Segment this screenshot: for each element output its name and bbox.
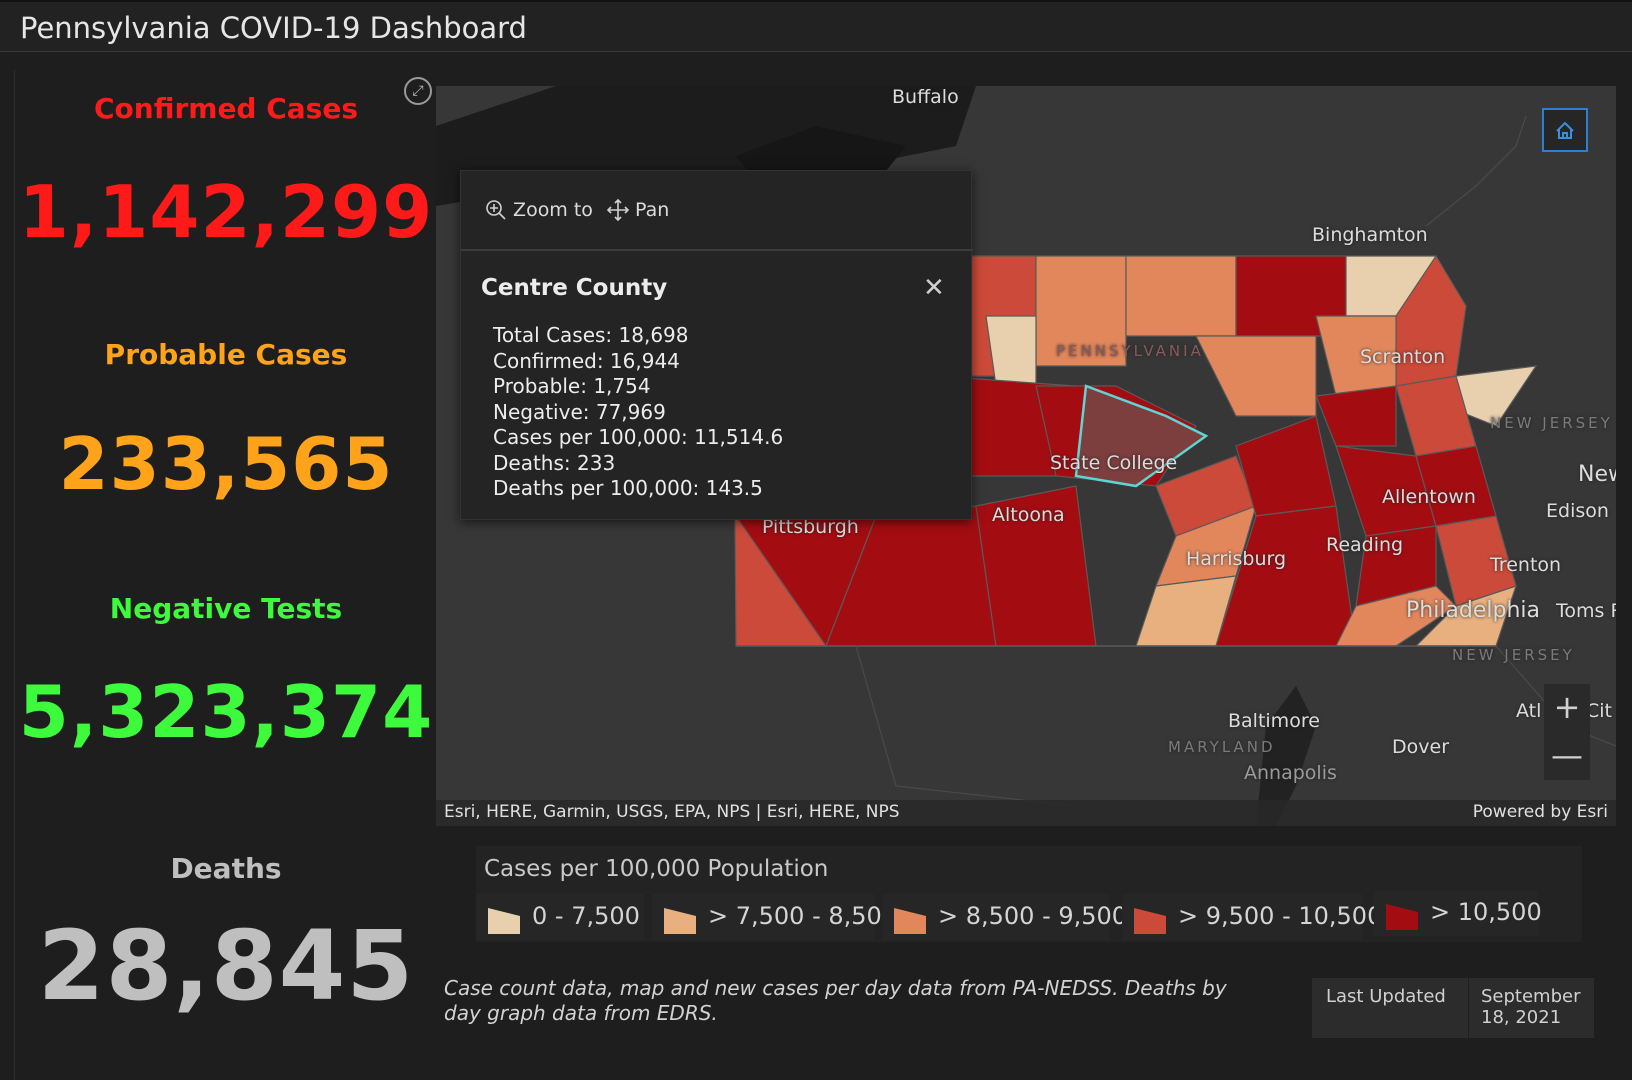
legend-label: > 8,500 - 9,500 xyxy=(938,902,1128,930)
popup-line: Deaths per 100,000: 143.5 xyxy=(493,476,763,500)
label-toms-river: Toms R xyxy=(1556,600,1616,622)
legend-title: Cases per 100,000 Population xyxy=(484,856,829,882)
county-lycoming xyxy=(1195,335,1317,417)
popup-line: Deaths: 233 xyxy=(493,450,616,475)
popup-line: Negative: 77,969 xyxy=(493,399,666,424)
deaths-label: Deaths xyxy=(170,852,282,885)
popup-line: Probable: 1,754 xyxy=(493,374,651,398)
county-popup: Zoom to Pan Centre County ✕ Total Cases:… xyxy=(460,170,973,520)
zoom-to-action[interactable]: Zoom to xyxy=(485,199,593,221)
legend-swatch xyxy=(1384,898,1420,932)
legend-swatch xyxy=(662,902,698,936)
label-altoona: Altoona xyxy=(992,504,1065,526)
legend-label: > 9,500 - 10,500 xyxy=(1178,902,1383,930)
label-pittsburgh: Pittsburgh xyxy=(762,516,859,538)
home-button[interactable] xyxy=(1542,108,1588,152)
last-updated-label: Last Updated xyxy=(1326,986,1446,1007)
label-philadelphia: Philadelphia xyxy=(1406,598,1541,623)
label-pennsylvania: PENNSYLVANIA xyxy=(1056,342,1204,360)
label-city-partial: Cit xyxy=(1586,700,1612,722)
close-icon[interactable]: ✕ xyxy=(923,273,945,303)
label-atlantic-partial: Atl xyxy=(1516,700,1542,722)
label-annapolis: Annapolis xyxy=(1244,762,1337,784)
map-legend: Cases per 100,000 Population 0 - 7,500 >… xyxy=(476,846,1582,942)
pan-label: Pan xyxy=(635,199,670,221)
powered-by-esri[interactable]: Powered by Esri xyxy=(1472,802,1608,822)
legend-swatch-shape xyxy=(894,908,926,934)
county-mckean xyxy=(1125,255,1237,337)
legend-item: > 9,500 - 10,500 xyxy=(1122,894,1382,940)
county-chester xyxy=(1335,585,1457,647)
label-new-jersey: NEW JERSEY xyxy=(1490,414,1613,432)
popup-line: Cases per 100,000: 11,514.6 xyxy=(493,425,784,449)
label-maryland: MARYLAND xyxy=(1168,738,1276,756)
legend-item: > 10,500 xyxy=(1374,890,1542,936)
chesapeake-bay xyxy=(1256,686,1316,826)
pan-action[interactable]: Pan xyxy=(606,198,670,222)
page-title: Pennsylvania COVID-19 Dashboard xyxy=(20,11,527,45)
popup-title: Centre County xyxy=(481,275,668,301)
legend-item: > 7,500 - 8,500 xyxy=(652,894,897,940)
label-trenton: Trenton xyxy=(1490,554,1562,576)
label-dover: Dover xyxy=(1392,736,1449,758)
popup-details: Total Cases: 18,698 Confirmed: 16,944 Pr… xyxy=(493,323,783,502)
stats-panel: Confirmed Cases 1,142,299 Probable Cases… xyxy=(14,70,436,1080)
legend-swatch-shape xyxy=(488,908,520,934)
label-edison: Edison xyxy=(1546,500,1609,522)
probable-cases-value: 233,565 xyxy=(58,422,394,506)
map-attribution: Esri, HERE, Garmin, USGS, EPA, NPS | Esr… xyxy=(444,802,900,822)
county-centre-selected xyxy=(1074,384,1209,488)
negative-tests-value: 5,323,374 xyxy=(18,670,434,754)
label-reading: Reading xyxy=(1326,534,1404,556)
label-baltimore: Baltimore xyxy=(1228,710,1320,732)
probable-cases-label: Probable Cases xyxy=(104,338,348,371)
legend-label: 0 - 7,500 xyxy=(532,902,640,930)
county-luzerne xyxy=(1315,385,1397,447)
last-updated-value: September 18, 2021 xyxy=(1468,978,1588,1038)
label-state-college: State College xyxy=(1050,452,1178,474)
legend-swatch-shape xyxy=(1134,908,1166,934)
data-source-note: Case count data, map and new cases per d… xyxy=(444,976,1227,1025)
legend-item: 0 - 7,500 xyxy=(476,894,644,940)
legend-label: > 10,500 xyxy=(1430,898,1542,926)
label-new-jersey-2: NEW JERSEY xyxy=(1452,646,1575,664)
legend-swatch-shape xyxy=(1386,904,1418,930)
last-updated-box: Last Updated September 18, 2021 xyxy=(1312,978,1594,1038)
expand-icon[interactable]: ⤢ xyxy=(404,77,432,105)
zoom-out-button[interactable]: — xyxy=(1551,736,1583,774)
map-attribution-bar: Esri, HERE, Garmin, USGS, EPA, NPS | Esr… xyxy=(436,800,1616,826)
label-harrisburg: Harrisburg xyxy=(1186,548,1287,570)
legend-item: > 8,500 - 9,500 xyxy=(882,894,1127,940)
legend-swatch xyxy=(1132,902,1168,936)
home-icon xyxy=(1556,121,1574,139)
deaths-value: 28,845 xyxy=(37,910,415,1022)
zoom-in-icon xyxy=(486,200,506,220)
label-buffalo: Buffalo xyxy=(892,86,959,108)
legend-swatch xyxy=(486,902,522,936)
negative-tests-label: Negative Tests xyxy=(109,592,343,625)
popup-line: Confirmed: 16,944 xyxy=(493,348,680,373)
legend-swatch xyxy=(892,902,928,936)
confirmed-cases-value: 1,142,299 xyxy=(18,170,434,254)
legend-label: > 7,500 - 8,500 xyxy=(708,902,898,930)
zoom-to-label: Zoom to xyxy=(513,199,593,221)
label-binghamton: Binghamton xyxy=(1312,224,1428,246)
zoom-in-button[interactable]: + xyxy=(1553,688,1581,726)
label-allentown: Allentown xyxy=(1382,486,1476,508)
popup-actions: Zoom to Pan xyxy=(461,171,973,251)
zoom-control: + — xyxy=(1544,684,1590,780)
legend-swatch-shape xyxy=(664,908,696,934)
popup-line: Total Cases: 18,698 xyxy=(493,323,689,347)
pan-icon xyxy=(606,198,630,222)
header-bar: Pennsylvania COVID-19 Dashboard xyxy=(0,0,1632,52)
confirmed-cases-label: Confirmed Cases xyxy=(93,92,358,125)
label-scranton: Scranton xyxy=(1360,346,1446,368)
label-new-york-partial: New xyxy=(1578,462,1616,487)
